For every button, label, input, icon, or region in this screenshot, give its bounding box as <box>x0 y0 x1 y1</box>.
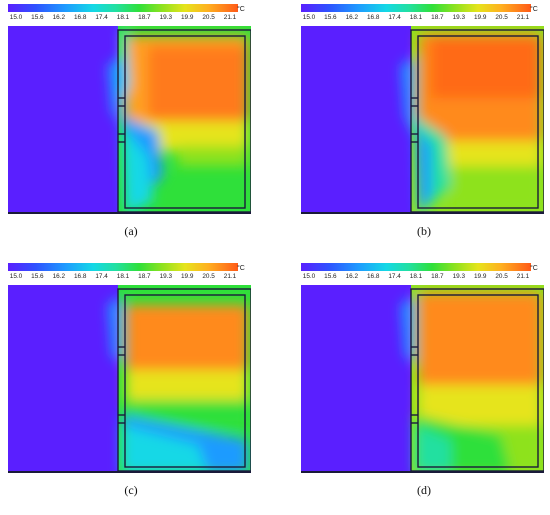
colorbar-tick-label: 18.1 <box>409 273 423 280</box>
colorbar-d: 15.0 15.6 16.2 16.8 17.4 18.1 18.7 19.3 19.9 20.5… <box>301 263 547 283</box>
caption-b: (b) <box>417 224 431 238</box>
colorbar-tick-label: 21.1 <box>516 273 530 280</box>
colorbar-tick-label: 21.1 <box>516 14 530 21</box>
temperature-field-d <box>301 285 544 473</box>
colorbar-tick-label: 17.4 <box>95 273 108 280</box>
colorbar-tick-label: 16.2 <box>345 14 359 21</box>
colorbar-tick-label: 16.8 <box>73 14 87 21</box>
colorbar-tick-label: 18.1 <box>116 14 130 21</box>
colorbar-ticks: 15.0 15.6 16.2 16.8 17.4 18.1 18.7 19.3 19.9 20.5… <box>8 273 248 283</box>
colorbar-a: 15.0 15.6 16.2 16.8 17.4 18.1 18.7 19.3 19.9 20.5… <box>8 4 254 24</box>
colorbar-tick-label: 15.6 <box>324 273 337 280</box>
panel-c: 15.0 15.6 16.2 16.8 17.4 18.1 18.7 19.3 19.9 20.5… <box>8 263 254 503</box>
colorbar-tick-label: 19.3 <box>159 273 173 280</box>
colorbar-unit: °C <box>237 6 245 13</box>
colorbar-unit: °C <box>530 6 538 13</box>
colorbar-tick-label: 20.5 <box>202 14 215 21</box>
colorbar-tick-label: 17.4 <box>95 14 108 21</box>
colorbar-tick-label: 15.0 <box>302 14 316 21</box>
colorbar-tick-label: 17.4 <box>388 273 401 280</box>
caption-c: (c) <box>124 483 138 497</box>
colorbar-c: 15.0 15.6 16.2 16.8 17.4 18.1 18.7 19.3 19.9 20.5… <box>8 263 254 283</box>
colorbar-tick-label: 19.3 <box>452 14 466 21</box>
colorbar-tick-label: 17.4 <box>388 14 401 21</box>
temperature-field-c <box>8 285 251 473</box>
colorbar-tick-label: 15.6 <box>324 14 337 21</box>
temperature-field-a <box>8 26 251 214</box>
colorbar-tick-label: 18.7 <box>138 14 151 21</box>
colorbar-tick-label: 19.3 <box>452 273 466 280</box>
colorbar-tick-label: 15.6 <box>31 273 44 280</box>
panel-d: 15.0 15.6 16.2 16.8 17.4 18.1 18.7 19.3 19.9 20.5… <box>301 263 547 503</box>
colorbar-tick-label: 18.7 <box>138 273 151 280</box>
colorbar-unit: °C <box>530 265 538 272</box>
colorbar-tick-label: 16.8 <box>73 273 87 280</box>
colorbar-ticks: 15.0 15.6 16.2 16.8 17.4 18.1 18.7 19.3 19.9 20.5… <box>8 14 248 24</box>
caption-a: (a) <box>124 224 138 238</box>
colorbar-tick-label: 15.0 <box>9 14 23 21</box>
colorbar-tick-label: 16.2 <box>52 273 66 280</box>
colorbar-tick-label: 16.2 <box>345 273 359 280</box>
colorbar-tick-label: 18.7 <box>431 14 444 21</box>
colorbar-tick-label: 15.6 <box>31 14 44 21</box>
colorbar-ticks: 15.0 15.6 16.2 16.8 17.4 18.1 18.7 19.3 19.9 20.5… <box>301 14 541 24</box>
colorbar-tick-label: 16.8 <box>366 14 380 21</box>
panel-a: 15.0 15.6 16.2 16.8 17.4 18.1 18.7 19.3 19.9 20.5… <box>8 4 254 244</box>
colorbar-tick-label: 16.8 <box>366 273 380 280</box>
colorbar-tick-label: 18.1 <box>116 273 130 280</box>
colorbar-tick-label: 15.0 <box>302 273 316 280</box>
colorbar-ticks: 15.0 15.6 16.2 16.8 17.4 18.1 18.7 19.3 19.9 20.5… <box>301 273 541 283</box>
colorbar-b: 15.0 15.6 16.2 16.8 17.4 18.1 18.7 19.3 19.9 20.5… <box>301 4 547 24</box>
colorbar-tick-label: 19.9 <box>180 14 194 21</box>
temperature-field-b <box>301 26 544 214</box>
panel-b: 15.0 15.6 16.2 16.8 17.4 18.1 18.7 19.3 19.9 20.5… <box>301 4 547 244</box>
colorbar-tick-label: 19.9 <box>473 14 487 21</box>
colorbar-tick-label: 20.5 <box>202 273 215 280</box>
colorbar-tick-label: 21.1 <box>223 273 237 280</box>
colorbar-unit: °C <box>237 265 245 272</box>
colorbar-tick-label: 20.5 <box>495 14 508 21</box>
colorbar-tick-label: 18.7 <box>431 273 444 280</box>
colorbar-tick-label: 19.3 <box>159 14 173 21</box>
colorbar-tick-label: 19.9 <box>180 273 194 280</box>
colorbar-tick-label: 19.9 <box>473 273 487 280</box>
caption-d: (d) <box>417 483 431 497</box>
colorbar-tick-label: 18.1 <box>409 14 423 21</box>
colorbar-tick-label: 16.2 <box>52 14 66 21</box>
colorbar-tick-label: 20.5 <box>495 273 508 280</box>
colorbar-tick-label: 21.1 <box>223 14 237 21</box>
colorbar-tick-label: 15.0 <box>9 273 23 280</box>
